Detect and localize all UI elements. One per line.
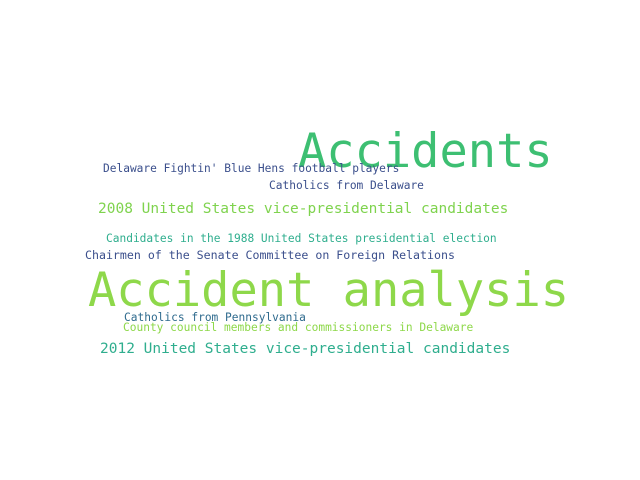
word-2008-vp-candidates: 2008 United States vice-presidential can… bbox=[98, 201, 509, 217]
word-2012-vp-candidates: 2012 United States vice-presidential can… bbox=[100, 341, 511, 357]
word-accidents: Accidents bbox=[298, 124, 553, 179]
word-catholics-pennsylvania: Catholics from Pennsylvania bbox=[124, 311, 306, 324]
word-accident-analysis: Accident analysis bbox=[88, 263, 570, 318]
word-senate-foreign-relations-chairmen: Chairmen of the Senate Committee on Fore… bbox=[85, 248, 455, 262]
word-1988-presidential-candidates: Candidates in the 1988 United States pre… bbox=[106, 232, 497, 245]
word-catholics-delaware: Catholics from Delaware bbox=[269, 179, 424, 192]
word-delaware-blue-hens: Delaware Fightin' Blue Hens football pla… bbox=[103, 162, 400, 175]
word-county-council-delaware: County council members and commissioners… bbox=[123, 321, 474, 334]
